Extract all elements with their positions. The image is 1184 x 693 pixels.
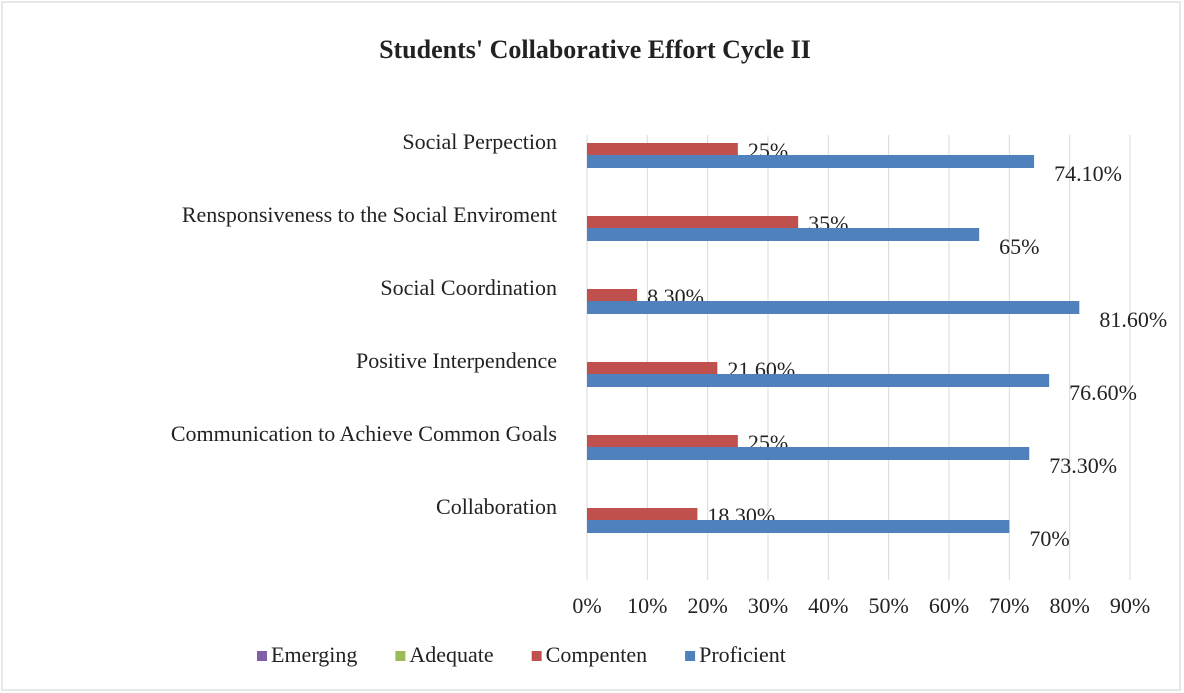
legend-label: Emerging bbox=[271, 642, 357, 667]
legend-label: Compenten bbox=[546, 642, 647, 667]
legend-swatch bbox=[257, 651, 267, 661]
x-tick-label: 30% bbox=[748, 593, 788, 618]
category-label: Collaboration bbox=[436, 494, 557, 519]
x-tick-label: 20% bbox=[688, 593, 728, 618]
legend-label: Proficient bbox=[699, 642, 786, 667]
bar bbox=[587, 301, 1080, 314]
data-label: 70% bbox=[1029, 526, 1069, 551]
x-tick-label: 10% bbox=[627, 593, 667, 618]
bar bbox=[587, 143, 738, 155]
legend-label: Adequate bbox=[409, 642, 493, 667]
bar bbox=[587, 155, 1035, 168]
bar bbox=[587, 216, 799, 228]
category-label: Communication to Achieve Common Goals bbox=[171, 421, 557, 446]
x-tick-label: 0% bbox=[572, 593, 601, 618]
bar bbox=[587, 435, 738, 447]
bar bbox=[587, 362, 718, 374]
x-tick-label: 90% bbox=[1110, 593, 1150, 618]
x-tick-label: 60% bbox=[929, 593, 969, 618]
x-tick-label: 40% bbox=[808, 593, 848, 618]
bar bbox=[587, 374, 1050, 387]
bar bbox=[587, 520, 1010, 533]
bar bbox=[587, 508, 698, 520]
x-tick-label: 70% bbox=[989, 593, 1029, 618]
bar bbox=[587, 228, 980, 241]
data-label: 73.30% bbox=[1049, 453, 1117, 478]
data-label: 76.60% bbox=[1069, 380, 1137, 405]
category-label: Social Perpection bbox=[402, 129, 557, 154]
x-tick-label: 80% bbox=[1050, 593, 1090, 618]
legend-swatch bbox=[395, 651, 406, 661]
chart-title: Students' Collaborative Effort Cycle II bbox=[379, 35, 811, 64]
category-label: Rensponsiveness to the Social Enviroment bbox=[182, 202, 557, 227]
bar bbox=[587, 289, 638, 301]
category-label: Positive Interpendence bbox=[356, 348, 557, 373]
legend-swatch bbox=[531, 651, 542, 661]
legend-swatch bbox=[685, 651, 696, 661]
category-label: Social Coordination bbox=[380, 275, 557, 300]
data-label: 65% bbox=[999, 234, 1039, 259]
data-label: 81.60% bbox=[1099, 307, 1167, 332]
bar bbox=[587, 447, 1030, 460]
x-tick-label: 50% bbox=[869, 593, 909, 618]
data-label: 74.10% bbox=[1054, 161, 1122, 186]
